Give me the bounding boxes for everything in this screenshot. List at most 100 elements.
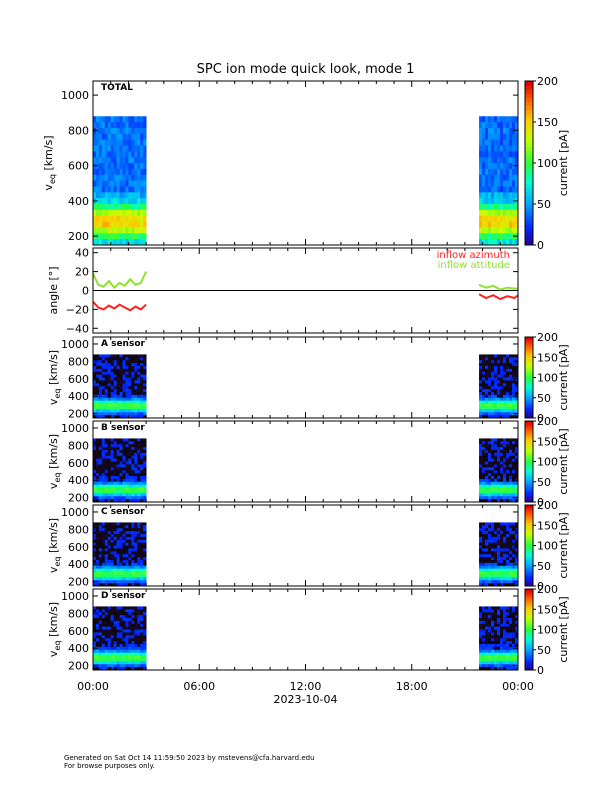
spectrogram-cell xyxy=(479,415,483,419)
spectrogram-cell xyxy=(491,221,495,228)
spectrogram-cell xyxy=(494,667,498,671)
spectrogram-cell xyxy=(491,455,495,460)
spectrogram-cell xyxy=(110,493,115,497)
colorbar-step xyxy=(525,461,533,464)
spectrogram-cell xyxy=(512,380,516,384)
spectrogram-cell xyxy=(509,412,513,416)
spectrogram-cell xyxy=(509,615,513,619)
spectrogram-cell xyxy=(500,557,504,561)
series-line-inflow-azimuth xyxy=(92,301,147,312)
spectrogram-cell xyxy=(494,562,498,567)
spectrogram-cell xyxy=(107,391,112,396)
spectrogram-cell xyxy=(482,617,486,622)
spectrogram-cell xyxy=(497,458,501,462)
spectrogram-cell xyxy=(107,168,112,176)
spectrogram-cell xyxy=(125,377,129,381)
spectrogram-cell xyxy=(93,127,97,135)
spectrogram-cell xyxy=(131,475,135,480)
spectrogram-cell xyxy=(479,186,483,193)
spectrogram-cell xyxy=(122,447,126,451)
spectrogram-cell xyxy=(93,554,97,558)
spectrogram-cell xyxy=(125,174,129,182)
spectrogram-cell xyxy=(122,574,126,578)
spectrogram-cell xyxy=(128,363,132,367)
spectrogram-cell xyxy=(137,122,141,129)
spectrogram-cell xyxy=(491,638,495,642)
spectrogram-cell xyxy=(104,438,109,442)
spectrogram-cell xyxy=(485,192,489,199)
spectrogram-cell xyxy=(491,606,495,610)
spectrogram-cell xyxy=(140,525,144,529)
spectrogram-cell xyxy=(104,139,109,146)
spectrogram-cell xyxy=(137,649,141,654)
spectrogram-cell xyxy=(482,522,486,526)
colorbar-step xyxy=(525,563,533,567)
spectrogram-cell xyxy=(503,574,507,578)
spectrogram-cell xyxy=(488,380,492,384)
spectrogram-cell xyxy=(506,151,510,158)
spectrogram-cell xyxy=(101,386,106,390)
spectrogram-cell xyxy=(93,577,97,581)
spectrogram-cell xyxy=(479,192,483,199)
spectrogram-cell xyxy=(503,145,507,152)
spectrogram-cell xyxy=(509,470,513,474)
spectrogram-cell xyxy=(503,496,507,500)
spectrogram-cell xyxy=(110,397,115,402)
spectrogram-cell xyxy=(128,412,132,416)
spectrogram-cell xyxy=(116,539,120,544)
spectrogram-cell xyxy=(503,122,507,129)
spectrogram-cell xyxy=(491,583,495,587)
spectrogram-cell xyxy=(143,151,147,158)
spectrogram-cell xyxy=(93,661,97,665)
spectrogram-cell xyxy=(497,481,501,486)
spectrogram-cell xyxy=(125,180,129,187)
spectrogram-cell xyxy=(509,174,513,182)
spectrogram-cell xyxy=(497,354,501,358)
spectrogram-cell xyxy=(104,122,109,129)
spectrogram-cell xyxy=(485,655,489,659)
spectrogram-cell xyxy=(143,559,147,564)
spectrogram-cell xyxy=(131,394,135,399)
spectrogram-cell xyxy=(497,559,501,564)
spectrogram-cell xyxy=(503,400,507,404)
spectrogram-cell xyxy=(503,623,507,628)
spectrogram-cell xyxy=(131,360,135,364)
spectrogram-cell xyxy=(509,380,513,384)
spectrogram-cell xyxy=(500,400,504,404)
spectrogram-cell xyxy=(137,403,141,407)
colorbar-step xyxy=(525,599,533,602)
spectrogram-cell xyxy=(119,374,123,378)
spectrogram-cell xyxy=(482,133,486,141)
spectrogram-cell xyxy=(143,116,147,123)
spectrogram-cell xyxy=(509,664,513,668)
spectrogram-cell xyxy=(104,612,109,616)
spectrogram-cell xyxy=(101,233,106,240)
spectrogram-cell xyxy=(134,383,138,387)
spectrogram-cell xyxy=(509,409,513,413)
spectrogram-cell xyxy=(488,606,492,610)
y-tick-label: 200 xyxy=(68,576,89,589)
spectrogram-cell xyxy=(479,447,483,451)
spectrogram-cell xyxy=(122,458,126,462)
spectrogram-cell xyxy=(113,380,118,384)
spectrogram-cell xyxy=(116,374,120,378)
spectrogram-cell xyxy=(116,394,120,399)
spectrogram-cell xyxy=(479,444,483,448)
spectrogram-cell xyxy=(506,533,510,538)
spectrogram-cell xyxy=(479,452,483,457)
spectrogram-cell xyxy=(110,620,115,625)
spectrogram-cell xyxy=(491,204,495,211)
spectrogram-cell xyxy=(119,649,123,654)
spectrogram-cell xyxy=(497,646,501,651)
spectrogram-cell xyxy=(491,565,495,570)
colorbar-step xyxy=(525,101,533,106)
spectrogram-cell xyxy=(134,174,138,182)
spectrogram-cell xyxy=(143,133,147,141)
spectrogram-cell xyxy=(104,557,109,561)
spectrogram-cell xyxy=(494,458,498,462)
colorbar-step xyxy=(525,399,533,403)
spectrogram-cell xyxy=(491,493,495,497)
spectrogram-cell xyxy=(494,643,498,648)
spectrogram-cell xyxy=(107,374,112,378)
spectrogram-cell xyxy=(128,557,132,561)
